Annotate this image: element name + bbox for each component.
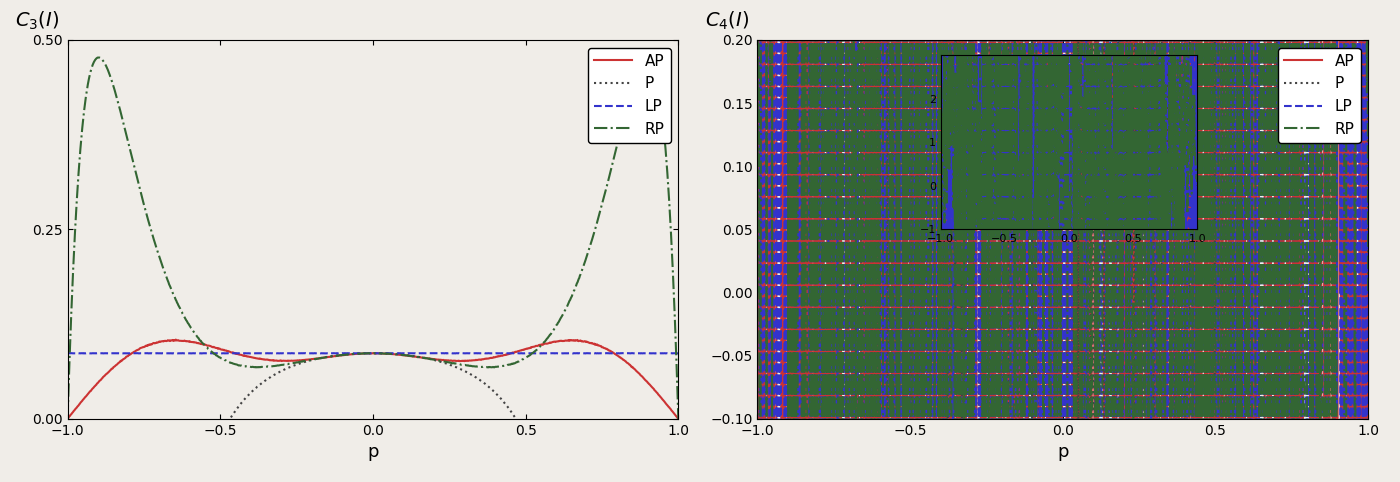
RP	[307, 356, 323, 362]
X-axis label: p: p	[1057, 443, 1068, 461]
RP	[479, 364, 496, 370]
RP	[329, 353, 346, 359]
Y-axis label: $C_4(I)$: $C_4(I)$	[704, 10, 749, 32]
LP	[671, 350, 687, 356]
Legend: AP, P, LP, RP: AP, P, LP, RP	[588, 48, 671, 143]
Line: P: P	[67, 353, 679, 482]
RP	[536, 339, 553, 345]
X-axis label: p: p	[367, 443, 379, 461]
P	[307, 357, 323, 362]
LP	[547, 350, 564, 356]
AP	[307, 356, 323, 362]
RP	[671, 416, 687, 422]
Line: P: P	[757, 0, 1368, 482]
RP	[91, 54, 108, 60]
AP	[122, 351, 139, 357]
AP	[536, 341, 553, 347]
RP	[59, 416, 76, 422]
P	[328, 353, 344, 359]
LP	[476, 350, 493, 356]
AP	[547, 339, 564, 345]
LP	[307, 350, 323, 356]
AP	[168, 337, 185, 343]
RP	[1359, 290, 1376, 295]
P	[360, 350, 377, 356]
LP	[536, 350, 553, 356]
P	[479, 383, 496, 389]
Line: RP: RP	[757, 0, 1368, 482]
Line: AP: AP	[67, 340, 679, 419]
LP	[59, 350, 76, 356]
Legend: AP, P, LP, RP: AP, P, LP, RP	[1278, 48, 1361, 143]
LP	[479, 350, 496, 356]
LP	[122, 350, 139, 356]
RP	[547, 324, 564, 330]
Line: AP: AP	[757, 0, 1368, 482]
AP	[329, 353, 346, 359]
Line: RP: RP	[67, 57, 679, 419]
RP	[749, 290, 766, 295]
Y-axis label: $C_3(I)$: $C_3(I)$	[15, 10, 59, 32]
AP	[479, 356, 496, 362]
AP	[59, 416, 76, 422]
LP	[328, 350, 344, 356]
Line: LP: LP	[757, 0, 1368, 482]
RP	[122, 149, 139, 155]
AP	[671, 416, 687, 422]
LP	[647, 350, 664, 356]
